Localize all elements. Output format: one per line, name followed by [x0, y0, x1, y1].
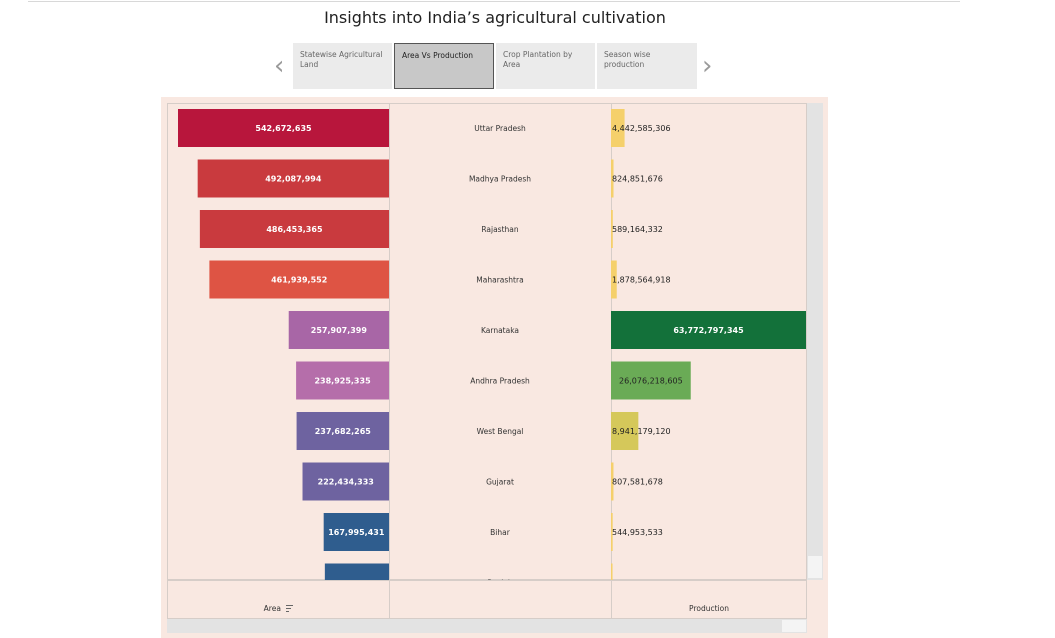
production-value-label: 824,851,676 [612, 175, 663, 184]
production-bar-maharashtra[interactable] [611, 260, 617, 299]
production-axis-header[interactable]: Production [611, 580, 807, 619]
area-bar-west-bengal[interactable] [296, 412, 389, 450]
area-value-label: 461,939,552 [271, 276, 327, 285]
production-axis-label: Production [689, 604, 729, 613]
area-value-label: 257,907,399 [311, 326, 368, 335]
production-value-label: 8,941,179,120 [612, 427, 671, 436]
production-value-label: 4,442,585,306 [612, 124, 671, 133]
area-bar-karnataka[interactable] [288, 311, 389, 349]
vertical-scrollbar-thumb[interactable] [808, 556, 822, 578]
area-value-label: 542,672,635 [255, 124, 312, 133]
production-bar-punjab[interactable] [611, 563, 613, 581]
state-axis-header [389, 580, 612, 619]
area-value-label: 486,453,365 [266, 225, 323, 234]
state-label-madhya-pradesh: Madhya Pradesh [469, 175, 531, 184]
production-bar-madhya-pradesh[interactable] [611, 159, 614, 198]
area-value-label: 492,087,994 [265, 175, 322, 184]
production-value-label: 26,076,218,605 [619, 377, 683, 386]
state-label-bihar: Bihar [490, 528, 511, 537]
tab-area-vs-production[interactable]: Area Vs Production [394, 43, 494, 89]
area-value-label: 167,995,431 [328, 528, 385, 537]
production-bar-uttar-pradesh[interactable] [611, 109, 625, 147]
area-bar-punjab[interactable] [324, 563, 389, 581]
vertical-scrollbar[interactable] [807, 103, 823, 580]
production-bar-andhra-pradesh[interactable] [611, 361, 691, 400]
production-value-label: 544,953,533 [612, 528, 663, 537]
area-bar-uttar-pradesh[interactable] [178, 109, 389, 147]
production-bar-bihar[interactable] [611, 513, 613, 551]
area-value-label: 237,682,265 [315, 427, 372, 436]
state-label-uttar-pradesh: Uttar Pradesh [474, 124, 526, 133]
tab-statewise-agricultural-land[interactable]: Statewise Agricultural Land [293, 43, 392, 89]
sort-descending-icon[interactable] [286, 605, 294, 612]
state-label-punjab: Punjab [487, 579, 513, 581]
area-vs-production-chart: 542,672,635 Uttar Pradesh 4,442,585,306 492… [178, 109, 806, 581]
production-bar-rajasthan[interactable] [611, 210, 613, 248]
tab-season-wise-production[interactable]: Season wise production [597, 43, 697, 89]
state-label-gujarat: Gujarat [486, 478, 514, 487]
production-value-label: 63,772,797,345 [673, 326, 744, 335]
production-value-label: 807,581,678 [612, 478, 663, 487]
state-label-andhra-pradesh: Andhra Pradesh [470, 377, 530, 386]
production-bar-west-bengal[interactable] [611, 412, 639, 450]
production-bar-karnataka[interactable] [611, 311, 806, 349]
area-value-label: 222,434,333 [318, 478, 374, 487]
area-bar-rajasthan[interactable] [199, 210, 389, 248]
state-label-maharashtra: Maharashtra [476, 276, 523, 285]
area-bar-madhya-pradesh[interactable] [197, 159, 389, 198]
state-label-karnataka: Karnataka [481, 326, 519, 335]
state-label-rajasthan: Rajasthan [481, 225, 519, 234]
production-bar-gujarat[interactable] [611, 462, 614, 501]
production-value-label: 589,164,332 [612, 225, 663, 234]
area-bar-bihar[interactable] [323, 513, 389, 551]
area-value-label: 238,925,335 [314, 377, 371, 386]
area-bar-andhra-pradesh[interactable] [296, 361, 389, 400]
area-axis-label: Area [263, 604, 281, 613]
page-title: Insights into India’s agricultural culti… [324, 8, 666, 27]
top-divider [28, 1, 960, 2]
next-arrow-icon[interactable]: › [702, 51, 713, 81]
prev-arrow-icon[interactable]: ‹ [274, 51, 285, 81]
horizontal-scrollbar[interactable] [167, 619, 807, 633]
horizontal-scrollbar-thumb[interactable] [782, 620, 806, 632]
area-axis-header[interactable]: Area [167, 580, 390, 619]
tab-crop-plantation-by-area[interactable]: Crop Plantation by Area [496, 43, 595, 89]
state-label-west-bengal: West Bengal [477, 427, 524, 436]
production-value-label: 1,878,564,918 [612, 276, 671, 285]
area-bar-gujarat[interactable] [302, 462, 389, 501]
area-bar-maharashtra[interactable] [209, 260, 389, 299]
chart-area: 542,672,635 Uttar Pradesh 4,442,585,306 492… [167, 103, 807, 580]
